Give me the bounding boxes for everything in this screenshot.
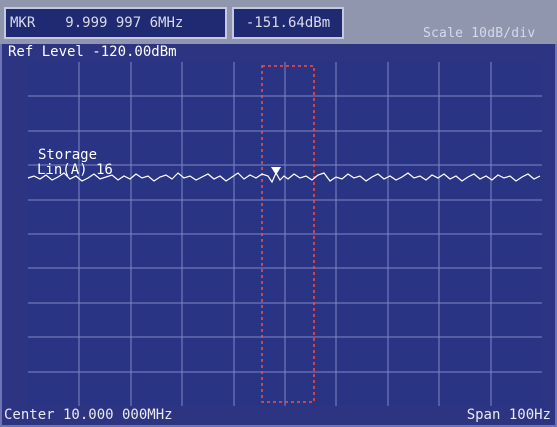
grid-lines xyxy=(28,62,542,406)
storage-label: Storage xyxy=(38,147,98,163)
marker-window xyxy=(261,65,315,403)
lin-average-label: Lin(A) 16 xyxy=(37,162,113,178)
center-frequency: Center 10.000 000MHz xyxy=(4,407,173,423)
span-frequency: Span 100Hz xyxy=(466,407,551,423)
reference-level: Ref Level -120.00dBm xyxy=(8,44,177,60)
marker-amplitude-readout: -151.64dBm xyxy=(232,7,344,39)
marker-amplitude: -151.64dBm xyxy=(245,15,331,31)
marker-frequency-readout: MKR 9.999 997 6MHz xyxy=(4,7,227,39)
scale-label: Scale 10dB/div xyxy=(423,26,536,41)
spectrum-plot xyxy=(27,62,542,406)
marker-label: MKR xyxy=(10,15,36,31)
marker-triangle-icon xyxy=(271,167,281,175)
trace-line xyxy=(27,171,541,184)
marker-frequency: 9.999 997 6MHz xyxy=(65,15,184,31)
